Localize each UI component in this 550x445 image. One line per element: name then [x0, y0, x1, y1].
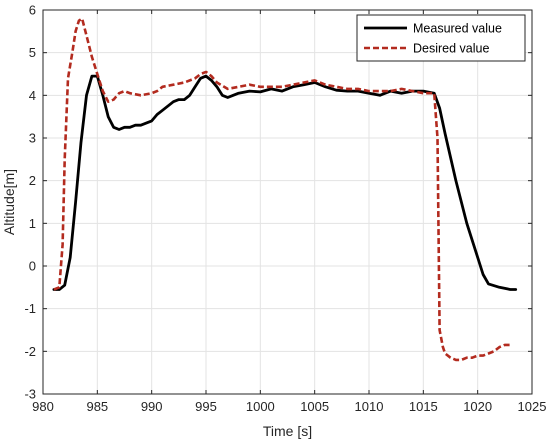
y-tick-label: 4 [29, 88, 36, 103]
x-tick-label: 990 [141, 399, 163, 414]
y-tick-label: 1 [29, 216, 36, 231]
x-tick-label: 985 [86, 399, 108, 414]
series-layer [52, 17, 518, 362]
y-tick-label: 0 [29, 259, 36, 274]
y-axis-label: Altitude[m] [1, 169, 17, 235]
series-line-measured [52, 74, 518, 291]
y-tick-label: 3 [29, 131, 36, 146]
plot-frame [42, 9, 533, 395]
x-tick-label: 980 [32, 399, 54, 414]
x-tick-label: 1020 [463, 399, 492, 414]
y-tick-label: 6 [29, 3, 36, 18]
x-tick-label: 1015 [409, 399, 438, 414]
y-tick-label: -2 [24, 344, 36, 359]
y-tick-label: -1 [24, 301, 36, 316]
x-tick-label: 1025 [518, 399, 547, 414]
x-tick-label: 995 [195, 399, 217, 414]
x-axis-label: Time [s] [263, 423, 312, 439]
x-tick-label: 1005 [300, 399, 329, 414]
series-line-desired [53, 17, 511, 362]
x-tick-label: 1010 [355, 399, 384, 414]
legend-label-measured: Measured value [413, 22, 502, 36]
legend-label-desired: Desired value [413, 42, 489, 56]
legend: Measured value Desired value [356, 14, 526, 62]
ticks: 980 985 990 995 1000 1005 1010 1015 1020 1025-3-2… [24, 3, 546, 415]
x-tick-label: 1000 [246, 399, 275, 414]
y-tick-label: -3 [24, 387, 36, 402]
y-tick-label: 2 [29, 173, 36, 188]
y-tick-label: 5 [29, 45, 36, 60]
legend-box [356, 14, 526, 62]
